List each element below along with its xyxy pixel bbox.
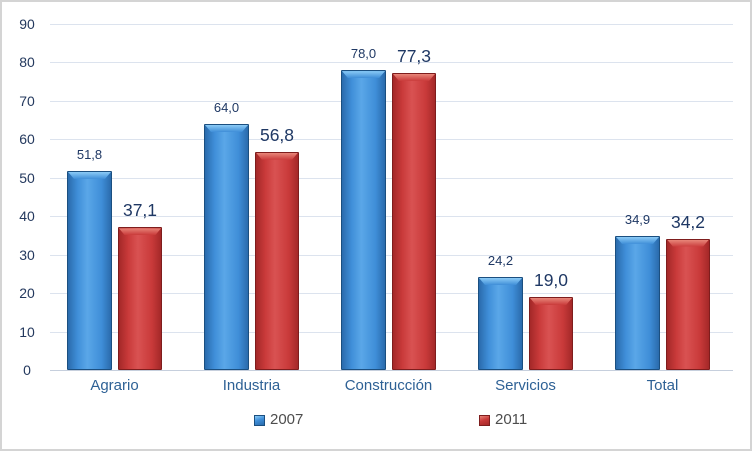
bar-2011-industria [255,151,299,370]
bar-2007-construccion [341,70,386,370]
data-label-2007-construccion: 78,0 [350,46,377,62]
bar-2011-construccion [392,72,436,370]
bar-2007-total [615,235,660,370]
y-tick-label: 50 [19,169,35,186]
bar-2007-industria [204,123,249,370]
data-label-2007-agrario: 51,8 [76,146,103,162]
y-tick-label: 70 [19,92,35,109]
category-label-servicios: Servicios [495,377,556,394]
category-label-construccion: Construcción [344,377,433,394]
data-label-2011-total: 34,2 [670,211,706,232]
gridline [50,24,733,25]
category-label-industria: Industria [222,377,281,394]
legend-label: 2011 [495,411,528,428]
legend-marker-2007-icon [254,414,265,426]
y-tick-label: 0 [23,362,31,378]
legend-marker-2011-icon [479,414,490,426]
data-label-2007-industria: 64,0 [213,99,240,115]
data-label-2011-servicios: 19,0 [533,269,569,290]
y-tick-label: 90 [19,16,35,32]
bar-2011-total [666,238,710,370]
data-label-2011-industria: 56,8 [259,124,295,145]
data-label-2007-total: 34,9 [624,211,651,227]
legend-item-2007: 2007 [254,411,303,429]
bar-2011-agrario [118,227,162,370]
bar-2011-servicios [529,296,573,370]
legend-label: 2007 [270,411,304,428]
data-label-2011-construccion: 77,3 [396,45,432,66]
bar-2007-agrario [67,170,112,370]
data-label-2011-agrario: 37,1 [122,200,158,221]
gridline [50,62,733,64]
category-label-total: Total [646,377,679,394]
y-tick-label: 20 [19,285,35,302]
y-tick-label: 10 [19,323,35,340]
x-axis-line [50,370,733,371]
category-label-agrario: Agrario [90,377,139,394]
legend-item-2011: 2011 [479,411,527,429]
y-tick-label: 40 [19,208,35,225]
data-label-2007-servicios: 24,2 [487,252,514,268]
y-tick-label: 30 [19,246,35,263]
bar-2007-servicios [478,276,523,370]
y-tick-label: 80 [19,54,35,71]
y-tick-label: 60 [19,131,35,148]
